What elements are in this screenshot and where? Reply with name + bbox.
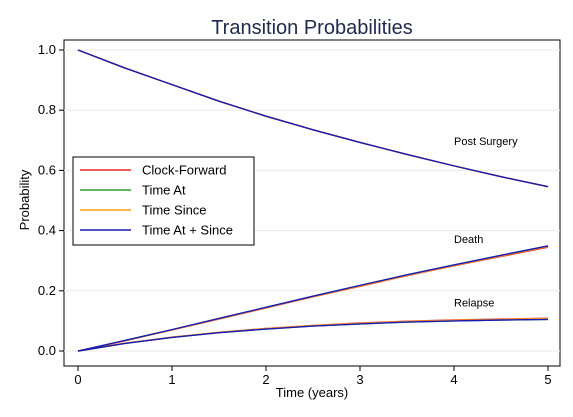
legend-label-time-at-since: Time At + Since	[142, 223, 233, 238]
y-tick-label: 0.8	[38, 102, 56, 117]
x-tick-label: 0	[74, 372, 81, 387]
series-line-time-at-since-death	[77, 245, 549, 352]
x-tick-label: 4	[450, 372, 457, 387]
x-axis-label: Time (years)	[276, 385, 348, 400]
x-tick-label: 3	[356, 372, 363, 387]
annotation-relapse: Relapse	[454, 297, 494, 309]
plot-frame	[63, 39, 561, 367]
legend-label-clock-forward: Clock-Forward	[142, 163, 227, 178]
x-tick-label: 1	[168, 372, 175, 387]
y-tick-label: 0.2	[38, 283, 56, 298]
x-tick-label: 5	[544, 372, 551, 387]
x-tick-label: 2	[262, 372, 269, 387]
y-tick-label: 0.4	[38, 223, 56, 238]
y-tick-label: 1.0	[38, 42, 56, 57]
y-axis-label: Probability	[17, 169, 32, 230]
legend-label-time-at: Time At	[142, 183, 186, 198]
annotation-post-surgery: Post Surgery	[454, 136, 518, 148]
plot-area: 0.0 0.2 0.4 0.6 0.8 1.0 0 1 2 3 4 5 Post Surgery Deat…	[38, 39, 561, 387]
y-tick-label: 0.0	[38, 343, 56, 358]
y-tick-label: 0.6	[38, 162, 56, 177]
legend: Clock-Forward Time At Time Since Time At + …	[72, 156, 255, 246]
legend-label-time-since: Time Since	[142, 203, 207, 218]
annotation-death: Death	[454, 234, 483, 246]
chart-title: Transition Probabilities	[211, 17, 413, 39]
series-line-time-at-since-post-surgery	[77, 49, 549, 188]
series-line-time-at-since-relapse	[77, 318, 549, 352]
